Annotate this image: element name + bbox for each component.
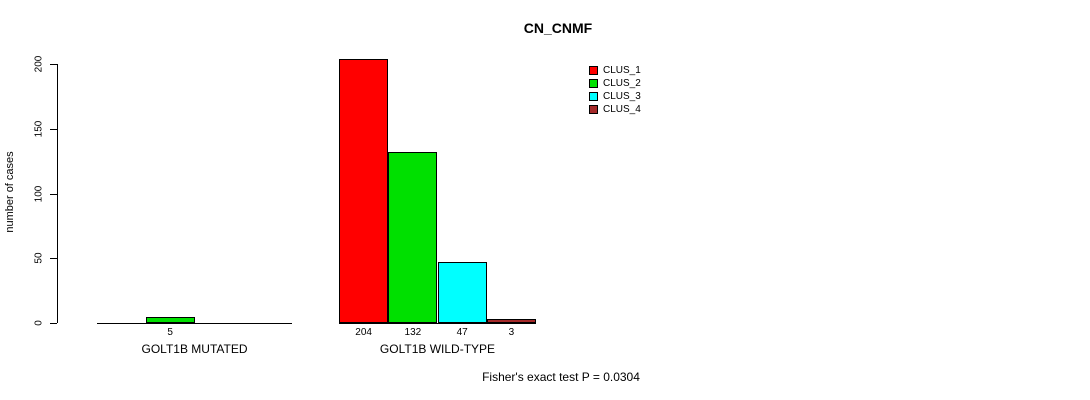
legend-swatch-clus_2 [589, 79, 598, 88]
y-axis-line [57, 64, 58, 323]
legend-label: CLUS_2 [603, 78, 641, 89]
legend-label: CLUS_3 [603, 91, 641, 102]
y-tick [50, 64, 57, 65]
bar-clus_3-2 [438, 262, 487, 323]
legend-label: CLUS_4 [603, 104, 641, 115]
y-tick [50, 128, 57, 130]
bar-clus_2-2 [388, 152, 437, 323]
y-tick [50, 323, 57, 324]
bar-value-label: 204 [355, 327, 372, 338]
y-tick [50, 193, 57, 195]
y-axis-label: number of cases [4, 151, 16, 233]
legend-item-clus_3: CLUS_3 [589, 91, 641, 102]
legend-item-clus_4: CLUS_4 [589, 104, 641, 115]
legend-item-clus_2: CLUS_2 [589, 78, 641, 89]
legend-swatch-clus_1 [589, 66, 598, 75]
group-label: GOLT1B WILD-TYPE [379, 342, 496, 356]
legend-label: CLUS_1 [603, 65, 641, 76]
y-tick [50, 258, 57, 260]
legend-item-clus_1: CLUS_1 [589, 65, 641, 76]
y-tick-label: 150 [33, 120, 45, 138]
bar-clus_4-2 [487, 319, 536, 323]
legend-swatch-clus_4 [589, 105, 598, 114]
legend-swatch-clus_3 [589, 92, 598, 101]
y-tick-label: 0 [33, 320, 45, 326]
y-tick-label: 100 [33, 185, 45, 202]
footnote-text: Fisher's exact test P = 0.0304 [482, 370, 640, 384]
bar-value-label: 47 [456, 327, 468, 338]
y-tick-label: 50 [33, 252, 45, 264]
y-tick-label: 200 [33, 55, 45, 73]
bar-value-label: 5 [167, 327, 173, 338]
bar-clus_1-2 [339, 59, 388, 323]
bar-value-label: 132 [404, 327, 422, 338]
group-label: GOLT1B MUTATED [141, 342, 248, 356]
chart-title: CN_CNMF [523, 20, 593, 36]
bar-value-label: 3 [508, 327, 515, 338]
group-baseline [339, 323, 536, 324]
group-baseline [97, 323, 292, 324]
bar-clus_2-1 [146, 317, 195, 323]
